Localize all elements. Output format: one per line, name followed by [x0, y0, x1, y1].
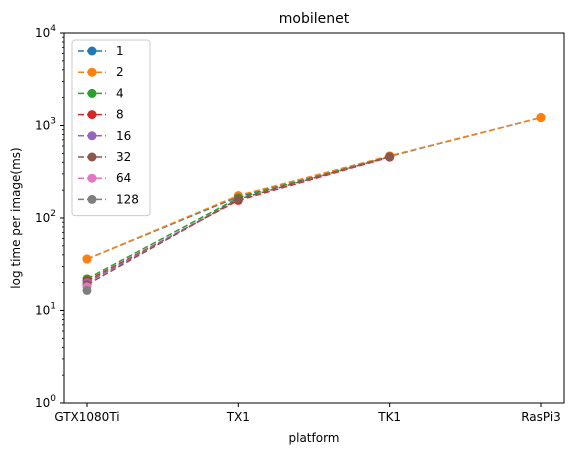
- y-tick-base: 10: [35, 26, 50, 40]
- x-tick-label: RasPi3: [521, 410, 561, 424]
- legend-swatch-marker: [87, 46, 97, 56]
- data-point: [536, 113, 546, 123]
- x-tick-label: GTX1080Ti: [54, 410, 119, 424]
- legend-label: 8: [116, 108, 124, 122]
- series-layer: [82, 113, 546, 295]
- legend-entry: 128: [78, 192, 139, 206]
- legend: 1 2 4 8 16 32 64 128: [71, 39, 151, 217]
- legend-entry: 16: [78, 129, 131, 143]
- y-tick-label: 103: [35, 117, 56, 133]
- y-tick-base: 10: [35, 119, 50, 133]
- y-tick-label: 104: [35, 24, 56, 40]
- legend-swatch-marker: [87, 152, 97, 162]
- chart-title: mobilenet: [279, 11, 350, 27]
- data-point: [233, 194, 243, 204]
- series-line: [86, 116, 542, 260]
- y-tick-exponent: 2: [50, 209, 56, 219]
- y-tick-exponent: 4: [50, 24, 56, 34]
- y-tick-label: 101: [35, 302, 56, 318]
- legend-entry: 1: [78, 44, 124, 58]
- y-tick-base: 10: [35, 304, 50, 318]
- y-tick-label: 100: [35, 394, 56, 410]
- legend-swatch-marker: [87, 67, 97, 77]
- x-tick-label: TK1: [377, 410, 401, 424]
- data-point: [385, 152, 395, 162]
- series-128: [82, 285, 92, 295]
- legend-label: 4: [116, 86, 124, 100]
- legend-entry: 32: [78, 150, 131, 164]
- legend-entry: 8: [78, 108, 124, 122]
- legend-swatch-marker: [87, 194, 97, 204]
- legend-entry: 2: [78, 65, 124, 79]
- legend-label: 128: [116, 192, 139, 206]
- legend-swatch-marker: [87, 88, 97, 98]
- data-point: [82, 254, 92, 264]
- legend-swatch-marker: [87, 173, 97, 183]
- legend-label: 1: [116, 44, 124, 58]
- legend-label: 2: [116, 65, 124, 79]
- legend-label: 32: [116, 150, 131, 164]
- legend-swatch-marker: [87, 110, 97, 120]
- legend-box: [71, 39, 151, 217]
- legend-swatch-marker: [87, 131, 97, 141]
- y-axis-label: log time per image(ms): [9, 147, 23, 288]
- y-tick-base: 10: [35, 396, 50, 410]
- y-tick-exponent: 1: [50, 302, 56, 312]
- legend-entry: 4: [78, 86, 124, 100]
- legend-label: 16: [116, 129, 131, 143]
- y-tick-exponent: 3: [50, 117, 56, 127]
- y-tick-label: 102: [35, 209, 56, 225]
- y-tick-exponent: 0: [50, 394, 56, 404]
- x-axis-label: platform: [289, 431, 340, 445]
- y-tick-base: 10: [35, 211, 50, 225]
- legend-label: 64: [116, 171, 131, 185]
- x-tick-label: TX1: [226, 410, 250, 424]
- legend-entry: 64: [78, 171, 131, 185]
- data-point: [82, 285, 92, 295]
